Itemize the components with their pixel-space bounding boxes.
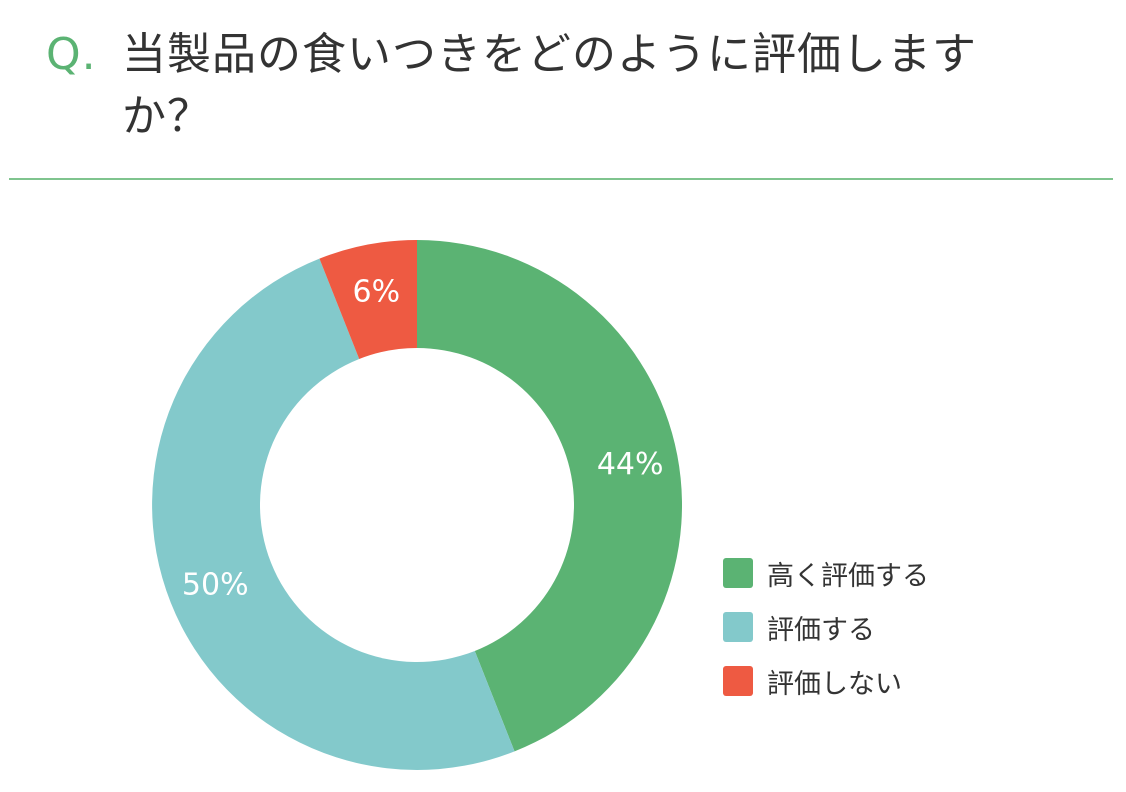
- question-text: 当製品の食いつきをどのように評価しますか？: [122, 29, 977, 142]
- divider-line: [9, 178, 1113, 180]
- legend-label: 高く評価する: [767, 560, 929, 592]
- chart-legend: 高く評価する 評価する評価しない: [723, 546, 929, 708]
- donut-slice-3: [319, 240, 417, 360]
- slice-value-label: 6%: [353, 274, 401, 309]
- legend-label: 評価する: [767, 614, 875, 646]
- question-mark: Q.: [46, 29, 97, 80]
- question-heading: Q. 当製品の食いつきをどのように評価しますか？: [46, 24, 1086, 148]
- donut-slice-2: [152, 258, 515, 770]
- legend-swatch: [723, 666, 753, 696]
- slice-value-label: 50%: [182, 567, 249, 602]
- legend-swatch: [723, 558, 753, 588]
- legend-item: 評価する: [723, 600, 929, 654]
- legend-item: 高く評価する: [723, 546, 929, 600]
- legend-label: 評価しない: [767, 668, 902, 700]
- legend-swatch: [723, 612, 753, 642]
- slice-value-label: 44%: [597, 447, 664, 482]
- legend-item: 評価しない: [723, 654, 929, 708]
- donut-slice-1: [417, 240, 682, 752]
